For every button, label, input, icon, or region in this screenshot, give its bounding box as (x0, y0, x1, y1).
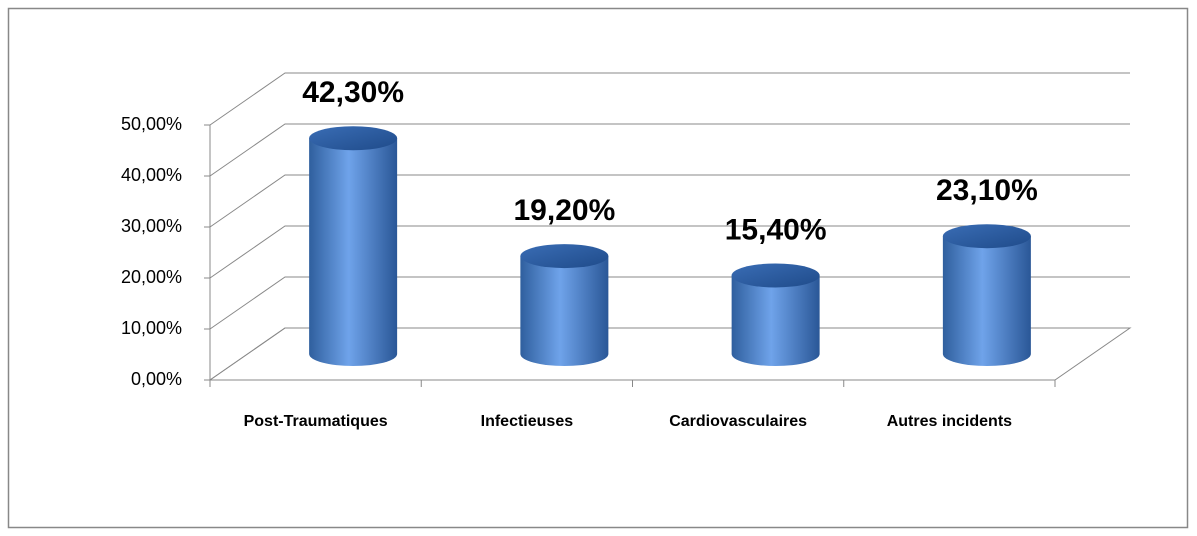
x-tick-label: Cardiovasculaires (669, 413, 807, 430)
cylinder-top (731, 263, 820, 288)
y-tick-label: 20,00% (121, 267, 182, 287)
grid-line (209, 174, 1130, 228)
value-label: 15,40% (725, 213, 827, 246)
y-tick-label: 30,00% (121, 216, 182, 236)
grid-line (209, 225, 1130, 279)
x-tick-label: Autres incidents (887, 413, 1012, 430)
cylinder-top (309, 126, 398, 151)
cylinder-top (520, 244, 609, 269)
cylinder (731, 275, 820, 366)
cylinder (309, 138, 398, 366)
y-tick-label: 50,00% (121, 114, 182, 134)
x-tick-label: Infectieuses (481, 413, 574, 430)
cylinder-top (942, 224, 1031, 249)
x-tick-label: Post-Traumatiques (244, 413, 388, 430)
y-tick-label: 10,00% (121, 318, 182, 338)
y-tick-label: 0,00% (131, 369, 182, 389)
cylinder (520, 256, 609, 366)
cylinder (942, 236, 1031, 366)
grid-line (209, 276, 1130, 330)
grid-line (209, 72, 1130, 126)
grid-line (209, 123, 1130, 177)
value-label: 19,20% (514, 194, 616, 227)
value-label: 42,30% (302, 76, 404, 109)
grid-line (209, 327, 1130, 381)
y-tick-label: 40,00% (121, 165, 182, 185)
value-label: 23,10% (936, 174, 1038, 207)
